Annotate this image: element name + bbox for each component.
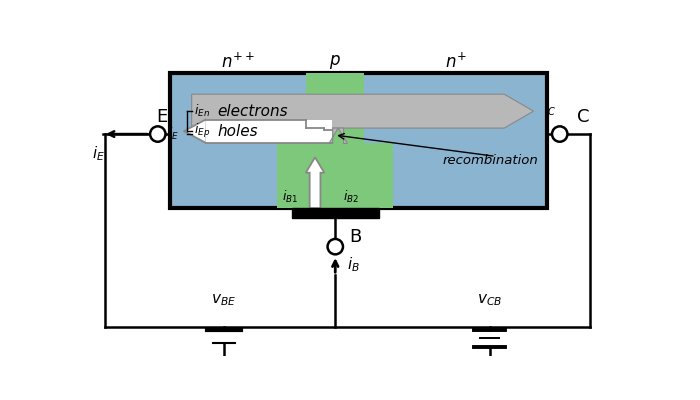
Text: $i_C$: $i_C$ <box>543 101 556 118</box>
Text: $i_{Ep}$: $i_{Ep}$ <box>194 122 210 140</box>
FancyArrow shape <box>306 157 324 208</box>
Bar <box>170 74 547 208</box>
Text: electrons: electrons <box>218 104 288 119</box>
Text: $i_{B1}$: $i_{B1}$ <box>282 189 298 205</box>
Text: $i_{En}$: $i_{En}$ <box>194 103 210 119</box>
Circle shape <box>150 126 165 142</box>
Bar <box>292 208 379 218</box>
Text: $i_{B2}$: $i_{B2}$ <box>343 189 359 205</box>
Text: $v_{CB}$: $v_{CB}$ <box>477 292 502 308</box>
Bar <box>206 120 332 143</box>
Bar <box>307 74 364 208</box>
Text: $n^{+}$: $n^{+}$ <box>444 52 467 72</box>
Polygon shape <box>184 120 206 143</box>
Text: $i_E$: $i_E$ <box>92 144 105 163</box>
Bar <box>306 128 324 130</box>
FancyArrow shape <box>192 94 533 128</box>
Circle shape <box>328 239 343 254</box>
Text: B: B <box>349 228 361 246</box>
Text: $p$: $p$ <box>329 53 341 71</box>
Circle shape <box>552 126 568 142</box>
Text: recombination: recombination <box>442 154 538 168</box>
Text: C: C <box>578 108 590 126</box>
Bar <box>363 144 393 208</box>
Text: $v_{BE}$: $v_{BE}$ <box>211 292 237 308</box>
Text: E: E <box>156 108 167 126</box>
Text: holes: holes <box>218 124 258 139</box>
Bar <box>277 144 308 208</box>
FancyArrow shape <box>329 128 347 144</box>
Text: $i_B$: $i_B$ <box>346 256 360 274</box>
Text: $n^{++}$: $n^{++}$ <box>221 52 255 72</box>
Text: $i_E$: $i_E$ <box>169 126 179 142</box>
Bar <box>206 128 324 143</box>
